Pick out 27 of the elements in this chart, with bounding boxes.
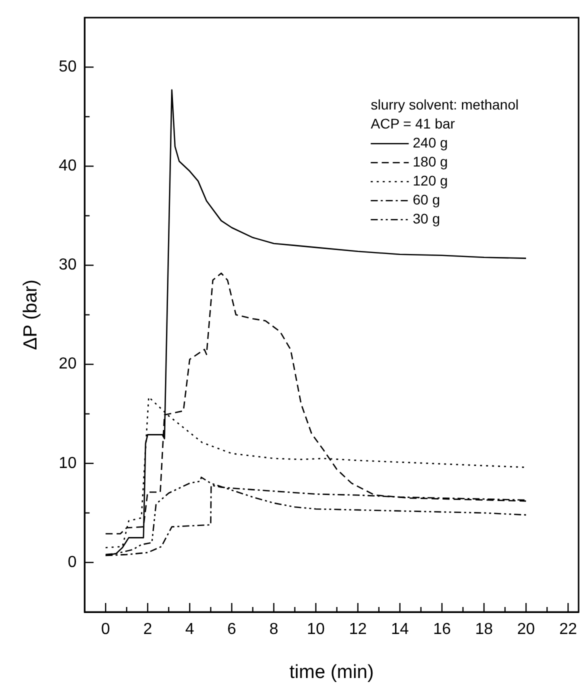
y-tick-label: 10 xyxy=(58,454,77,472)
legend-label: 240 g xyxy=(412,134,448,150)
y-tick-label: 40 xyxy=(58,158,77,175)
x-tick-label: 18 xyxy=(475,621,493,638)
x-tick-label: 0 xyxy=(101,621,110,638)
x-tick-label: 2 xyxy=(143,621,152,638)
x-tick-label: 14 xyxy=(391,621,409,638)
y-tick-label: 30 xyxy=(58,256,77,274)
annotation: slurry solvent: methanol xyxy=(370,96,519,112)
x-tick-label: 16 xyxy=(433,621,451,638)
y-tick-label: 20 xyxy=(58,356,77,373)
legend-label: 30 g xyxy=(412,210,440,226)
y-tick-label: 0 xyxy=(68,554,77,571)
legend-label: 60 g xyxy=(412,191,440,208)
x-tick-label: 8 xyxy=(269,621,278,638)
y-tick-label: 50 xyxy=(58,58,77,76)
x-tick-label: 4 xyxy=(185,621,194,638)
x-tick-label: 20 xyxy=(517,621,536,638)
legend-label: 180 g xyxy=(412,153,448,170)
x-axis-title: time (min) xyxy=(289,662,374,683)
x-tick-label: 12 xyxy=(348,621,367,638)
legend-label: 120 g xyxy=(412,172,448,188)
x-tick-label: 22 xyxy=(559,621,578,638)
x-tick-label: 10 xyxy=(306,621,325,638)
y-axis-title: ΔP (bar) xyxy=(20,280,42,350)
annotation: ACP = 41 bar xyxy=(370,115,456,132)
x-tick-label: 6 xyxy=(227,621,236,638)
